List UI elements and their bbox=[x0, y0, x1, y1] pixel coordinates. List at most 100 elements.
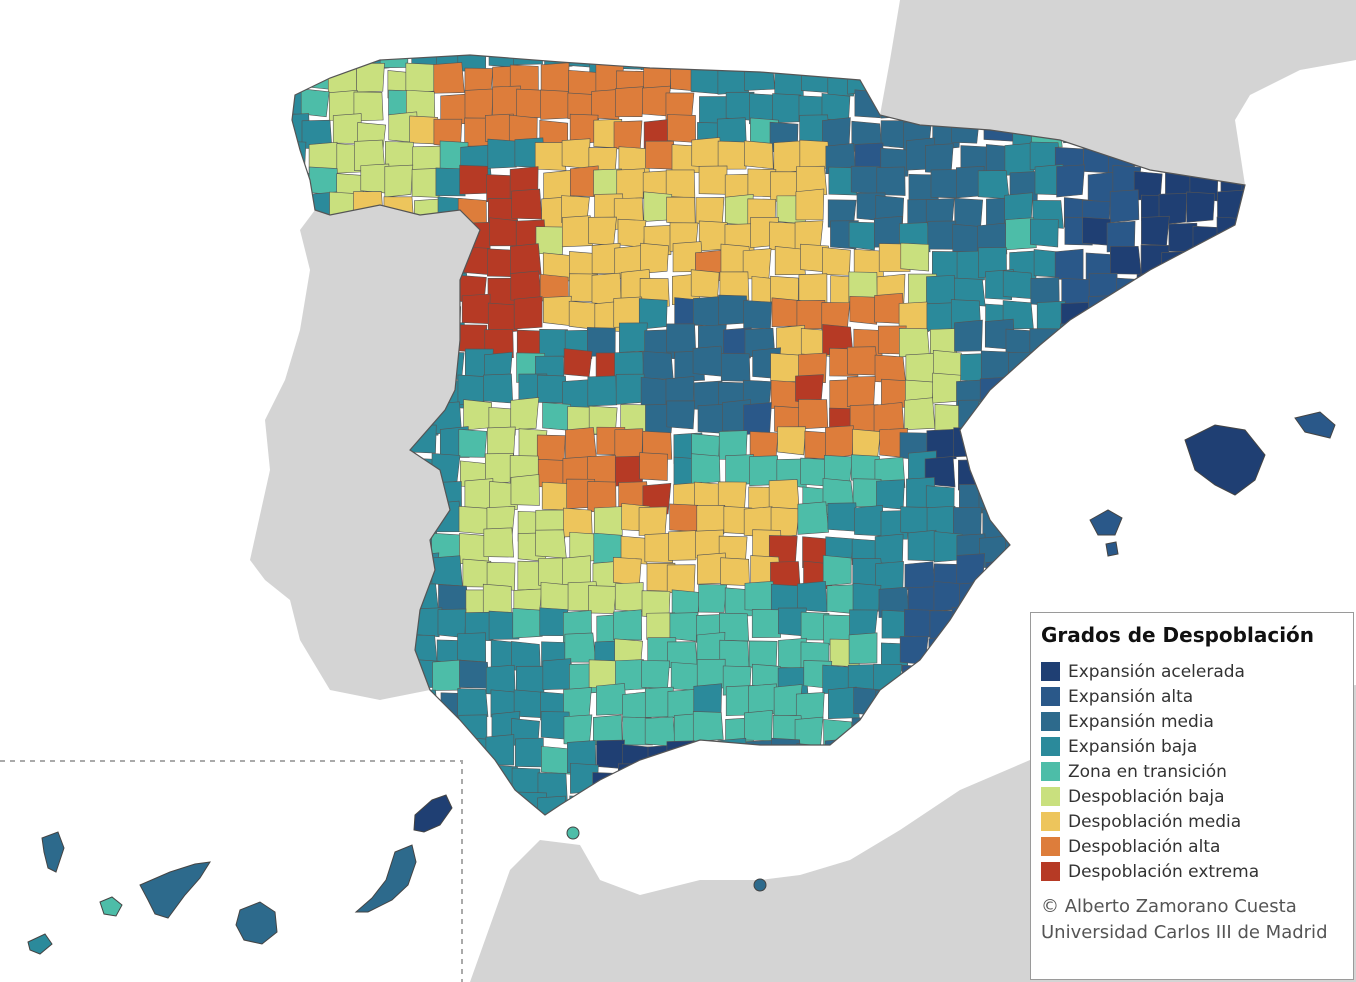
region-area bbox=[563, 714, 593, 746]
region-area bbox=[483, 527, 514, 558]
region-area bbox=[852, 582, 882, 613]
region-area bbox=[405, 62, 435, 95]
region-area bbox=[588, 216, 617, 246]
region-area bbox=[613, 609, 642, 641]
region-area bbox=[613, 557, 642, 586]
region-area bbox=[846, 376, 876, 407]
region-area bbox=[698, 165, 728, 195]
region-area bbox=[744, 140, 774, 170]
region-area bbox=[483, 373, 514, 404]
region-area bbox=[952, 507, 982, 539]
region-area bbox=[826, 584, 858, 615]
region-area bbox=[717, 140, 747, 170]
region-area bbox=[639, 452, 668, 481]
region-area bbox=[515, 737, 544, 768]
melilla bbox=[753, 878, 767, 892]
region-area bbox=[667, 114, 696, 143]
region-area bbox=[489, 481, 518, 510]
region-area bbox=[768, 479, 800, 512]
region-area bbox=[510, 397, 540, 431]
ceuta bbox=[566, 826, 580, 840]
region-area bbox=[642, 351, 674, 380]
region-area bbox=[356, 62, 385, 93]
region-area bbox=[540, 89, 571, 120]
credit-author: © Alberto Zamorano Cuesta bbox=[1041, 896, 1297, 917]
legend-item: Despoblación baja bbox=[1041, 784, 1343, 809]
canary-islands bbox=[27, 794, 453, 955]
region-area bbox=[464, 478, 494, 510]
legend-label: Expansión baja bbox=[1068, 736, 1198, 757]
region-area bbox=[850, 165, 880, 195]
region-area bbox=[615, 373, 645, 405]
region-area bbox=[795, 188, 825, 221]
region-area bbox=[588, 659, 618, 689]
region-area bbox=[510, 474, 540, 506]
legend-swatch bbox=[1041, 812, 1060, 831]
legend-title: Grados de Despoblación bbox=[1041, 623, 1315, 647]
region-area bbox=[720, 557, 750, 586]
region-area bbox=[542, 402, 571, 431]
region-area bbox=[332, 113, 362, 144]
region-area bbox=[904, 609, 934, 638]
region-area bbox=[535, 226, 565, 255]
legend-item: Zona en transición bbox=[1041, 759, 1343, 784]
region-area bbox=[743, 402, 772, 435]
region-area bbox=[512, 608, 543, 639]
region-area bbox=[666, 196, 696, 226]
legend-swatch bbox=[1041, 787, 1060, 806]
region-area bbox=[666, 323, 697, 353]
legend-item: Despoblación alta bbox=[1041, 834, 1343, 859]
region-area bbox=[615, 86, 644, 117]
region-area bbox=[798, 273, 828, 304]
region-area bbox=[461, 293, 491, 325]
island-el-hierro bbox=[27, 933, 53, 955]
region-area bbox=[954, 277, 986, 307]
legend-items: Expansión acelerada Expansión alta Expansi… bbox=[1041, 659, 1343, 884]
region-area bbox=[927, 220, 957, 250]
region-area bbox=[488, 610, 520, 640]
legend-label: Despoblación alta bbox=[1068, 836, 1221, 857]
region-area bbox=[432, 659, 461, 691]
region-area bbox=[437, 608, 467, 638]
region-area bbox=[588, 585, 617, 614]
region-area bbox=[457, 688, 489, 718]
island-menorca bbox=[1294, 411, 1336, 439]
region-area bbox=[638, 506, 668, 536]
region-area bbox=[777, 426, 806, 456]
legend-item: Despoblación media bbox=[1041, 809, 1343, 834]
region-area bbox=[640, 376, 670, 408]
legend-item: Despoblación extrema bbox=[1041, 859, 1343, 884]
region-area bbox=[433, 62, 465, 94]
region-area bbox=[827, 502, 858, 532]
region-area bbox=[743, 300, 772, 329]
region-area bbox=[956, 250, 986, 283]
region-area bbox=[849, 295, 879, 325]
legend-label: Expansión acelerada bbox=[1068, 661, 1245, 682]
region-area bbox=[1030, 218, 1059, 248]
region-area bbox=[645, 140, 677, 170]
region-area bbox=[1109, 189, 1140, 223]
region-area bbox=[693, 683, 723, 715]
region-area bbox=[719, 271, 750, 304]
region-area bbox=[486, 426, 516, 457]
region-area bbox=[798, 399, 829, 430]
region-area bbox=[665, 169, 696, 199]
legend-item: Expansión alta bbox=[1041, 684, 1343, 709]
region-area bbox=[744, 709, 773, 742]
island-la-gomera bbox=[99, 896, 123, 917]
region-area bbox=[854, 504, 885, 537]
region-area bbox=[457, 632, 486, 663]
region-area bbox=[848, 221, 878, 251]
region-area bbox=[614, 455, 644, 487]
region-area bbox=[796, 165, 828, 197]
region-area bbox=[904, 397, 936, 431]
region-area bbox=[852, 428, 881, 458]
region-area bbox=[564, 632, 597, 663]
legend-label: Despoblación baja bbox=[1068, 786, 1225, 807]
region-area bbox=[487, 138, 517, 169]
legend-swatch bbox=[1041, 837, 1060, 856]
region-area bbox=[666, 564, 696, 594]
region-area bbox=[641, 660, 671, 689]
region-area bbox=[748, 683, 777, 715]
legend-swatch bbox=[1041, 712, 1060, 731]
